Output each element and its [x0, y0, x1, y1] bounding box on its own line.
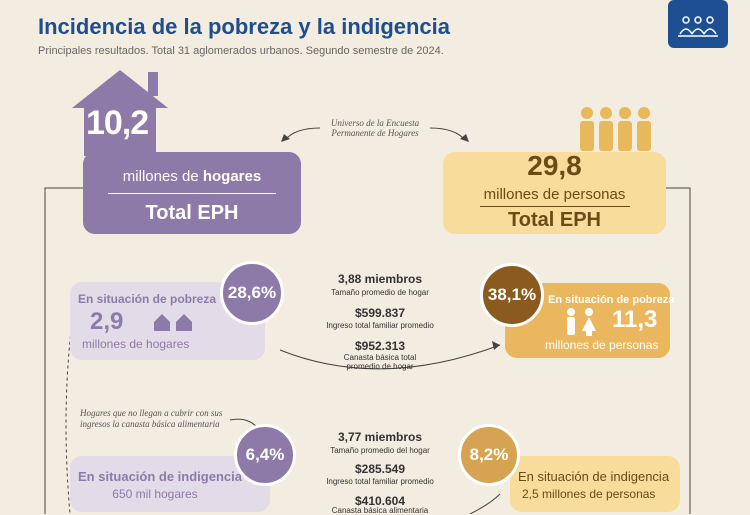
poverty-unit: millones de hogares [82, 337, 190, 351]
chimney [148, 72, 158, 96]
households-number: 10,2 [86, 104, 149, 142]
basket-label: Canasta básica total promedio de hogar [300, 353, 460, 371]
divider [108, 193, 276, 194]
note-line: Universo de la Encuesta [330, 118, 420, 128]
members: 3,88 miembros [337, 272, 423, 286]
indigence-number: 650 mil hogares [112, 487, 198, 501]
logo [668, 0, 728, 48]
divider [480, 206, 630, 207]
basket: $952.313 [354, 339, 406, 353]
persons-box [443, 152, 666, 234]
persons-total: Total EPH [508, 209, 601, 231]
poverty-number: 11,3 [612, 306, 658, 333]
basket-label: Canasta básica alimentaria [331, 506, 429, 515]
income: $599.837 [354, 306, 406, 320]
line: promedio de hogar [346, 362, 414, 371]
line: Canasta básica total [343, 353, 417, 362]
poverty-label: En situación de pobreza [78, 292, 217, 306]
members-label: Tamaño promedio del hogar [330, 446, 430, 455]
income-label: Ingreso total familiar promedio [326, 321, 434, 330]
poverty-unit: millones de personas [545, 338, 659, 352]
percent-circle: 8,2% [458, 424, 520, 486]
poverty-number: 2,9 [90, 308, 124, 335]
households-label: millones de hogares [83, 168, 301, 185]
households-total: Total EPH [145, 202, 239, 224]
income-label: Ingreso total familiar promedio [326, 477, 434, 486]
house-body [84, 104, 156, 156]
label-bold: hogares [202, 168, 262, 185]
poverty-label: En situación de pobreza [548, 294, 675, 306]
percent-circle: 28,6% [220, 261, 284, 325]
label-prefix: millones de [122, 168, 199, 185]
indigence-label: En situación de indigencia [78, 469, 242, 484]
indigence-label: En situación de indigencia [518, 469, 670, 484]
title: Incidencia de la pobreza y la indigencia [38, 14, 451, 39]
indigence-persons-box [510, 456, 680, 512]
persons-number: 29,8 [527, 150, 582, 181]
persons-label: millones de personas [483, 186, 626, 203]
house-icons [154, 314, 192, 331]
logo-icon [678, 16, 718, 37]
income: $285.549 [354, 462, 406, 476]
house-roof [72, 70, 168, 108]
people-icons [580, 107, 651, 151]
person-icons [567, 308, 596, 336]
subtitle: Principales resultados. Total 31 aglomer… [38, 45, 444, 57]
percent-circle: 38,1% [480, 263, 544, 327]
percent-circle: 6,4% [234, 424, 296, 486]
indigence-number: 2,5 millones de personas [522, 487, 656, 501]
members-label: Tamaño promedio de hogar [331, 288, 429, 297]
note-line: Permanente de Hogares [331, 128, 419, 138]
indigence-note: Hogares que no llegan a cubrir con sus i… [80, 408, 223, 429]
universe-note: Universo de la Encuesta Permanente de Hog… [300, 118, 450, 138]
basket: $410.604 [354, 494, 406, 508]
members: 3,77 miembros [337, 430, 423, 444]
